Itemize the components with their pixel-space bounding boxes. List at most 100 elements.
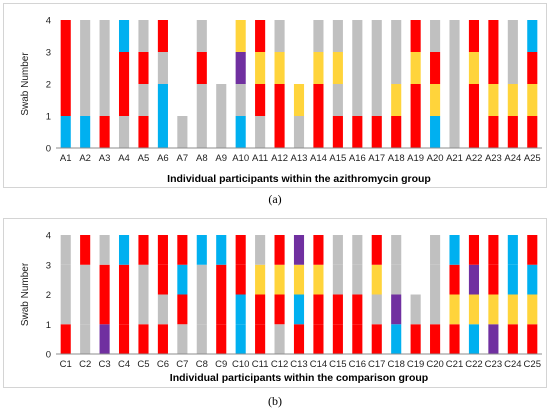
- bar-segment: [177, 294, 188, 325]
- bar-segment: [216, 294, 227, 325]
- x-tick-label: A6: [157, 153, 169, 164]
- y-tick-label: 0: [46, 350, 51, 361]
- bar-segment: [468, 294, 480, 325]
- bar-segment: [60, 235, 71, 265]
- y-tick-label: 0: [46, 144, 51, 155]
- bar-segment: [293, 235, 305, 265]
- bar-segment: [507, 116, 518, 148]
- x-tick-label: A5: [138, 153, 150, 164]
- bar-segment: [488, 52, 499, 84]
- chart-b-svg: 0 1 2 3 4 Swab Number C1 C2 C3 C4 C5 C6 C7 C8 C9 C10 C11…: [20, 231, 542, 384]
- bar-segment: [468, 84, 480, 116]
- bar-segment: [313, 264, 324, 295]
- bar-segment: [391, 20, 402, 52]
- bar-segment: [157, 52, 168, 84]
- bar-segment: [274, 116, 285, 148]
- x-tick-label: C18: [387, 359, 404, 370]
- x-tick-label: A16: [349, 153, 366, 164]
- bar-segment: [99, 84, 110, 116]
- bar-segment: [507, 264, 518, 295]
- y-tick-label: 2: [46, 80, 51, 91]
- x-tick-label: A19: [407, 153, 424, 164]
- bar-segment: [332, 84, 343, 116]
- bar-segment: [371, 84, 382, 116]
- x-tick-label: A20: [427, 153, 444, 164]
- bar-segment: [118, 116, 130, 148]
- bar-segment: [488, 264, 499, 295]
- bar-segment: [507, 235, 518, 265]
- bar-segment: [157, 20, 168, 52]
- bar-segment: [80, 20, 91, 52]
- x-tick-label: C4: [118, 359, 130, 370]
- bar-segment: [449, 294, 460, 325]
- bar-segment: [313, 52, 324, 84]
- bar-segment: [371, 235, 382, 265]
- bar-segment: [352, 116, 363, 148]
- bar-segment: [138, 235, 149, 265]
- x-tick-label: A12: [271, 153, 288, 164]
- bar-segment: [196, 264, 207, 295]
- bar-segment: [488, 294, 499, 325]
- bar-segment: [255, 52, 266, 84]
- bar-segment: [274, 84, 285, 116]
- bar-segment: [80, 235, 91, 265]
- bar-segment: [410, 116, 421, 148]
- bar-segment: [216, 84, 227, 116]
- y-tick-label: 1: [46, 112, 51, 123]
- bar-segment: [138, 84, 149, 116]
- bar-segment: [430, 324, 441, 354]
- bar-segment: [99, 264, 110, 295]
- bar-segment: [138, 52, 149, 84]
- bar-segment: [430, 52, 441, 84]
- bar-segment: [410, 294, 421, 325]
- bar-segment: [99, 20, 110, 52]
- x-tick-label: C12: [271, 359, 288, 370]
- bar-segment: [99, 116, 110, 148]
- x-tick-label: C23: [485, 359, 502, 370]
- bar-segment: [391, 116, 402, 148]
- bar-segment: [391, 235, 402, 265]
- bar-segment: [293, 294, 305, 325]
- bar-segment: [313, 294, 324, 325]
- bar-segment: [274, 235, 285, 265]
- x-tick-label: C2: [79, 359, 91, 370]
- bar-segment: [507, 324, 518, 354]
- y-tick-label: 4: [46, 231, 51, 242]
- bar-segment: [507, 294, 518, 325]
- x-axis-label: Individual participants within the compa…: [170, 372, 428, 384]
- bar-segment: [216, 264, 227, 295]
- bar-segment: [196, 235, 207, 265]
- bar-segment: [449, 84, 460, 116]
- bar-segment: [274, 324, 285, 354]
- x-axis-label: Individual participants within the azith…: [167, 173, 431, 185]
- bar-segment: [527, 235, 538, 265]
- bar-segment: [60, 116, 71, 148]
- bar-segment: [527, 116, 538, 148]
- bar-segment: [371, 294, 382, 325]
- x-tick-label: A24: [504, 153, 521, 164]
- bar-segment: [527, 84, 538, 116]
- bar-segment: [352, 324, 363, 354]
- bar-segment: [157, 116, 168, 148]
- bar-segment: [118, 264, 130, 295]
- bar-segment: [468, 324, 480, 354]
- bar-segment: [118, 52, 130, 84]
- bar-segment: [293, 116, 305, 148]
- x-tick-label: C9: [215, 359, 227, 370]
- bar-segment: [255, 235, 266, 265]
- x-tick-label: C20: [426, 359, 443, 370]
- bar-segment: [235, 116, 246, 148]
- bar-segment: [216, 324, 227, 354]
- x-tick-label: C25: [524, 359, 541, 370]
- bar-segment: [255, 20, 266, 52]
- x-tick-label: C8: [196, 359, 208, 370]
- bar-segment: [371, 116, 382, 148]
- x-tick-label: A4: [118, 153, 130, 164]
- bar-segment: [352, 20, 363, 52]
- bar-segment: [332, 324, 343, 354]
- bar-segment: [410, 20, 421, 52]
- x-tick-label: A15: [329, 153, 346, 164]
- bar-segment: [468, 264, 480, 295]
- bar-segment: [488, 20, 499, 52]
- bar-segment: [99, 294, 110, 325]
